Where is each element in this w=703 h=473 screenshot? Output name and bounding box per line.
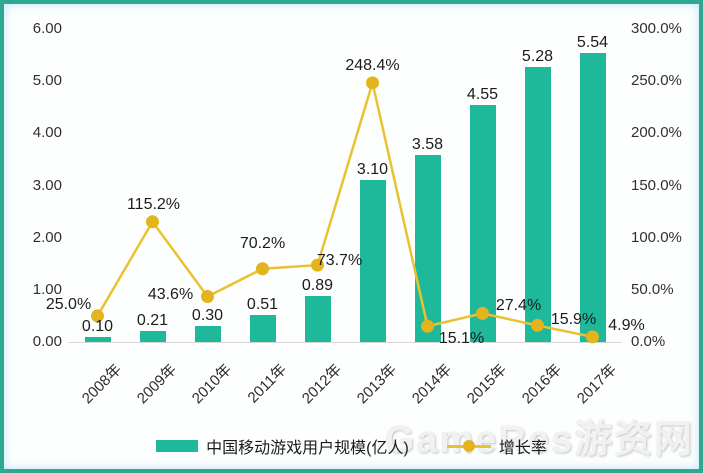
left-axis-tick: 5.00: [32, 72, 62, 90]
line-marker-2013年: [366, 76, 379, 90]
line-series-swatch: [446, 440, 491, 452]
bar-value-label: 4.55: [466, 85, 499, 103]
bar-2008年: [84, 336, 111, 342]
category-label-2009年: 2009年: [133, 361, 180, 408]
category-label-2010年: 2010年: [188, 361, 235, 408]
watermark: GameRes游资网: [384, 419, 694, 461]
x-axis-line: [68, 342, 622, 343]
bar-value-label: 3.58: [411, 136, 444, 154]
bar-2011年: [249, 315, 276, 342]
growth-value-label: 43.6%: [147, 285, 194, 303]
bar-value-label: 3.10: [356, 161, 389, 179]
growth-value-label: 4.9%: [608, 316, 645, 334]
right-axis-tick: 300.0%: [631, 20, 682, 37]
bar-value-label: 0.51: [246, 296, 279, 314]
left-axis-tick: 3.00: [32, 176, 62, 194]
bar-2009年: [139, 331, 166, 342]
right-axis-tick: 100.0%: [631, 228, 682, 246]
left-axis-tick: 2.00: [32, 228, 62, 246]
growth-value-label: 15.1%: [438, 330, 485, 348]
bar-value-label: 0.89: [301, 276, 334, 294]
bar-2012年: [304, 295, 331, 342]
growth-value-label: 25.0%: [45, 295, 92, 313]
bar-2017年: [579, 52, 606, 342]
bar-series-label: 中国移动游戏用户规模(亿人): [206, 440, 409, 457]
left-axis-tick: 0.00: [32, 333, 62, 350]
right-axis-tick: 200.0%: [631, 124, 682, 142]
right-axis-tick: 250.0%: [631, 72, 682, 90]
left-axis-tick: 4.00: [32, 124, 62, 142]
left-axis-tick: 6.00: [32, 20, 62, 37]
right-axis-tick: 50.0%: [631, 280, 674, 298]
line-series-label: 增长率: [498, 440, 547, 457]
legend: 中国移动游戏用户规模(亿人) 增长率: [4, 434, 699, 458]
bar-2010年: [194, 326, 221, 342]
category-label-2008年: 2008年: [78, 361, 125, 408]
right-axis-tick: 150.0%: [631, 176, 682, 194]
bar-value-label: 5.54: [576, 33, 609, 51]
growth-value-label: 73.7%: [316, 252, 363, 270]
bar-series-swatch: [156, 440, 199, 452]
bar-value-label: 5.28: [521, 47, 554, 65]
growth-value-label: 70.2%: [239, 234, 286, 252]
line-marker-icon: [462, 440, 475, 452]
growth-value-label: 248.4%: [345, 56, 400, 74]
right-axis-tick: 0.0%: [631, 333, 666, 350]
growth-value-label: 115.2%: [126, 195, 181, 213]
line-marker-2009年: [146, 215, 159, 229]
category-label-2011年: 2011年: [244, 361, 290, 407]
bar-2014年: [414, 155, 441, 342]
category-label-2012年: 2012年: [298, 361, 345, 408]
left-axis-tick: 1.00: [32, 280, 62, 298]
legend-item-bar: 中国移动游戏用户规模(亿人): [156, 434, 409, 458]
line-marker-2011年: [256, 262, 269, 276]
legend-item-line: 增长率: [446, 434, 547, 458]
